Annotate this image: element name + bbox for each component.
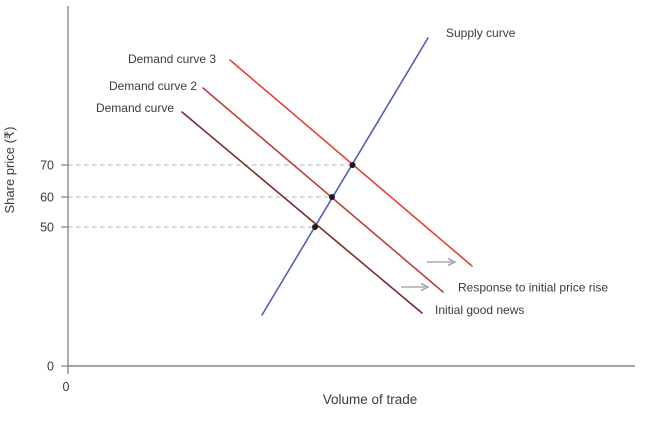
shift-arrow-upper-head-icon bbox=[447, 257, 457, 267]
x-axis-title: Volume of trade bbox=[323, 392, 418, 407]
equilibrium-point-60 bbox=[329, 194, 335, 200]
demand-curve-line bbox=[181, 111, 423, 314]
demand-curve-label: Demand curve bbox=[96, 101, 174, 115]
y-tick-label-0: 0 bbox=[47, 360, 54, 374]
equilibrium-point-50 bbox=[312, 224, 318, 230]
shift-arrow-lower-head-icon bbox=[420, 282, 430, 292]
y-tick-label-50: 50 bbox=[40, 221, 54, 235]
demand-curve-3-label: Demand curve 3 bbox=[128, 52, 216, 66]
demand-curve-2-label: Demand curve 2 bbox=[109, 79, 197, 93]
demand-curve-2-line bbox=[202, 87, 444, 293]
supply-curve-line bbox=[261, 37, 429, 316]
equilibrium-point-70 bbox=[349, 162, 356, 168]
y-axis-title: Share price (₹) bbox=[2, 126, 17, 213]
supply-curve-label: Supply curve bbox=[446, 26, 516, 40]
y-tick-label-60: 60 bbox=[40, 191, 54, 205]
annotation-response-label: Response to initial price rise bbox=[458, 281, 608, 295]
y-tick-label-70: 70 bbox=[40, 159, 54, 173]
x-tick-label-0: 0 bbox=[63, 380, 70, 394]
annotation-news-label: Initial good news bbox=[435, 303, 524, 317]
